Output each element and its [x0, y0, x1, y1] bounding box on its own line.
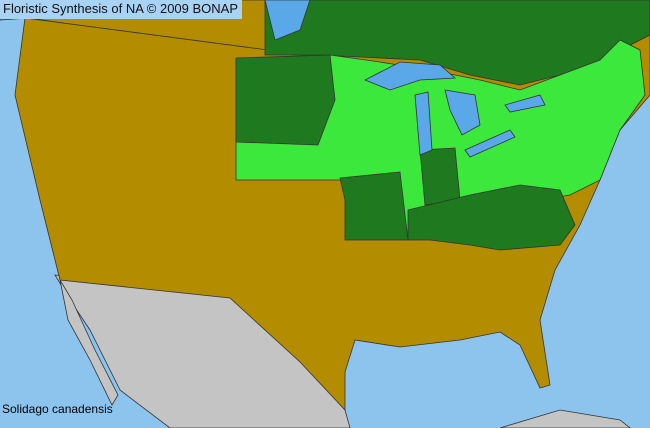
dakotas-present: [235, 54, 336, 146]
lake-huron: [444, 89, 481, 136]
hudson-bay-waters: [264, 0, 311, 41]
lake-ontario: [504, 94, 546, 113]
missouri-present: [339, 171, 409, 241]
indiana-present: [419, 147, 461, 206]
southeast-present: [407, 184, 576, 251]
baja-region: [59, 279, 119, 406]
species-name: Solidago canadensis: [2, 402, 113, 416]
lake-erie: [464, 129, 516, 158]
lake-michigan: [414, 91, 433, 156]
map-title: Floristic Synthesis of NA © 2009 BONAP: [0, 0, 243, 19]
lake-superior: [364, 61, 457, 91]
cuba-region: [499, 409, 631, 428]
